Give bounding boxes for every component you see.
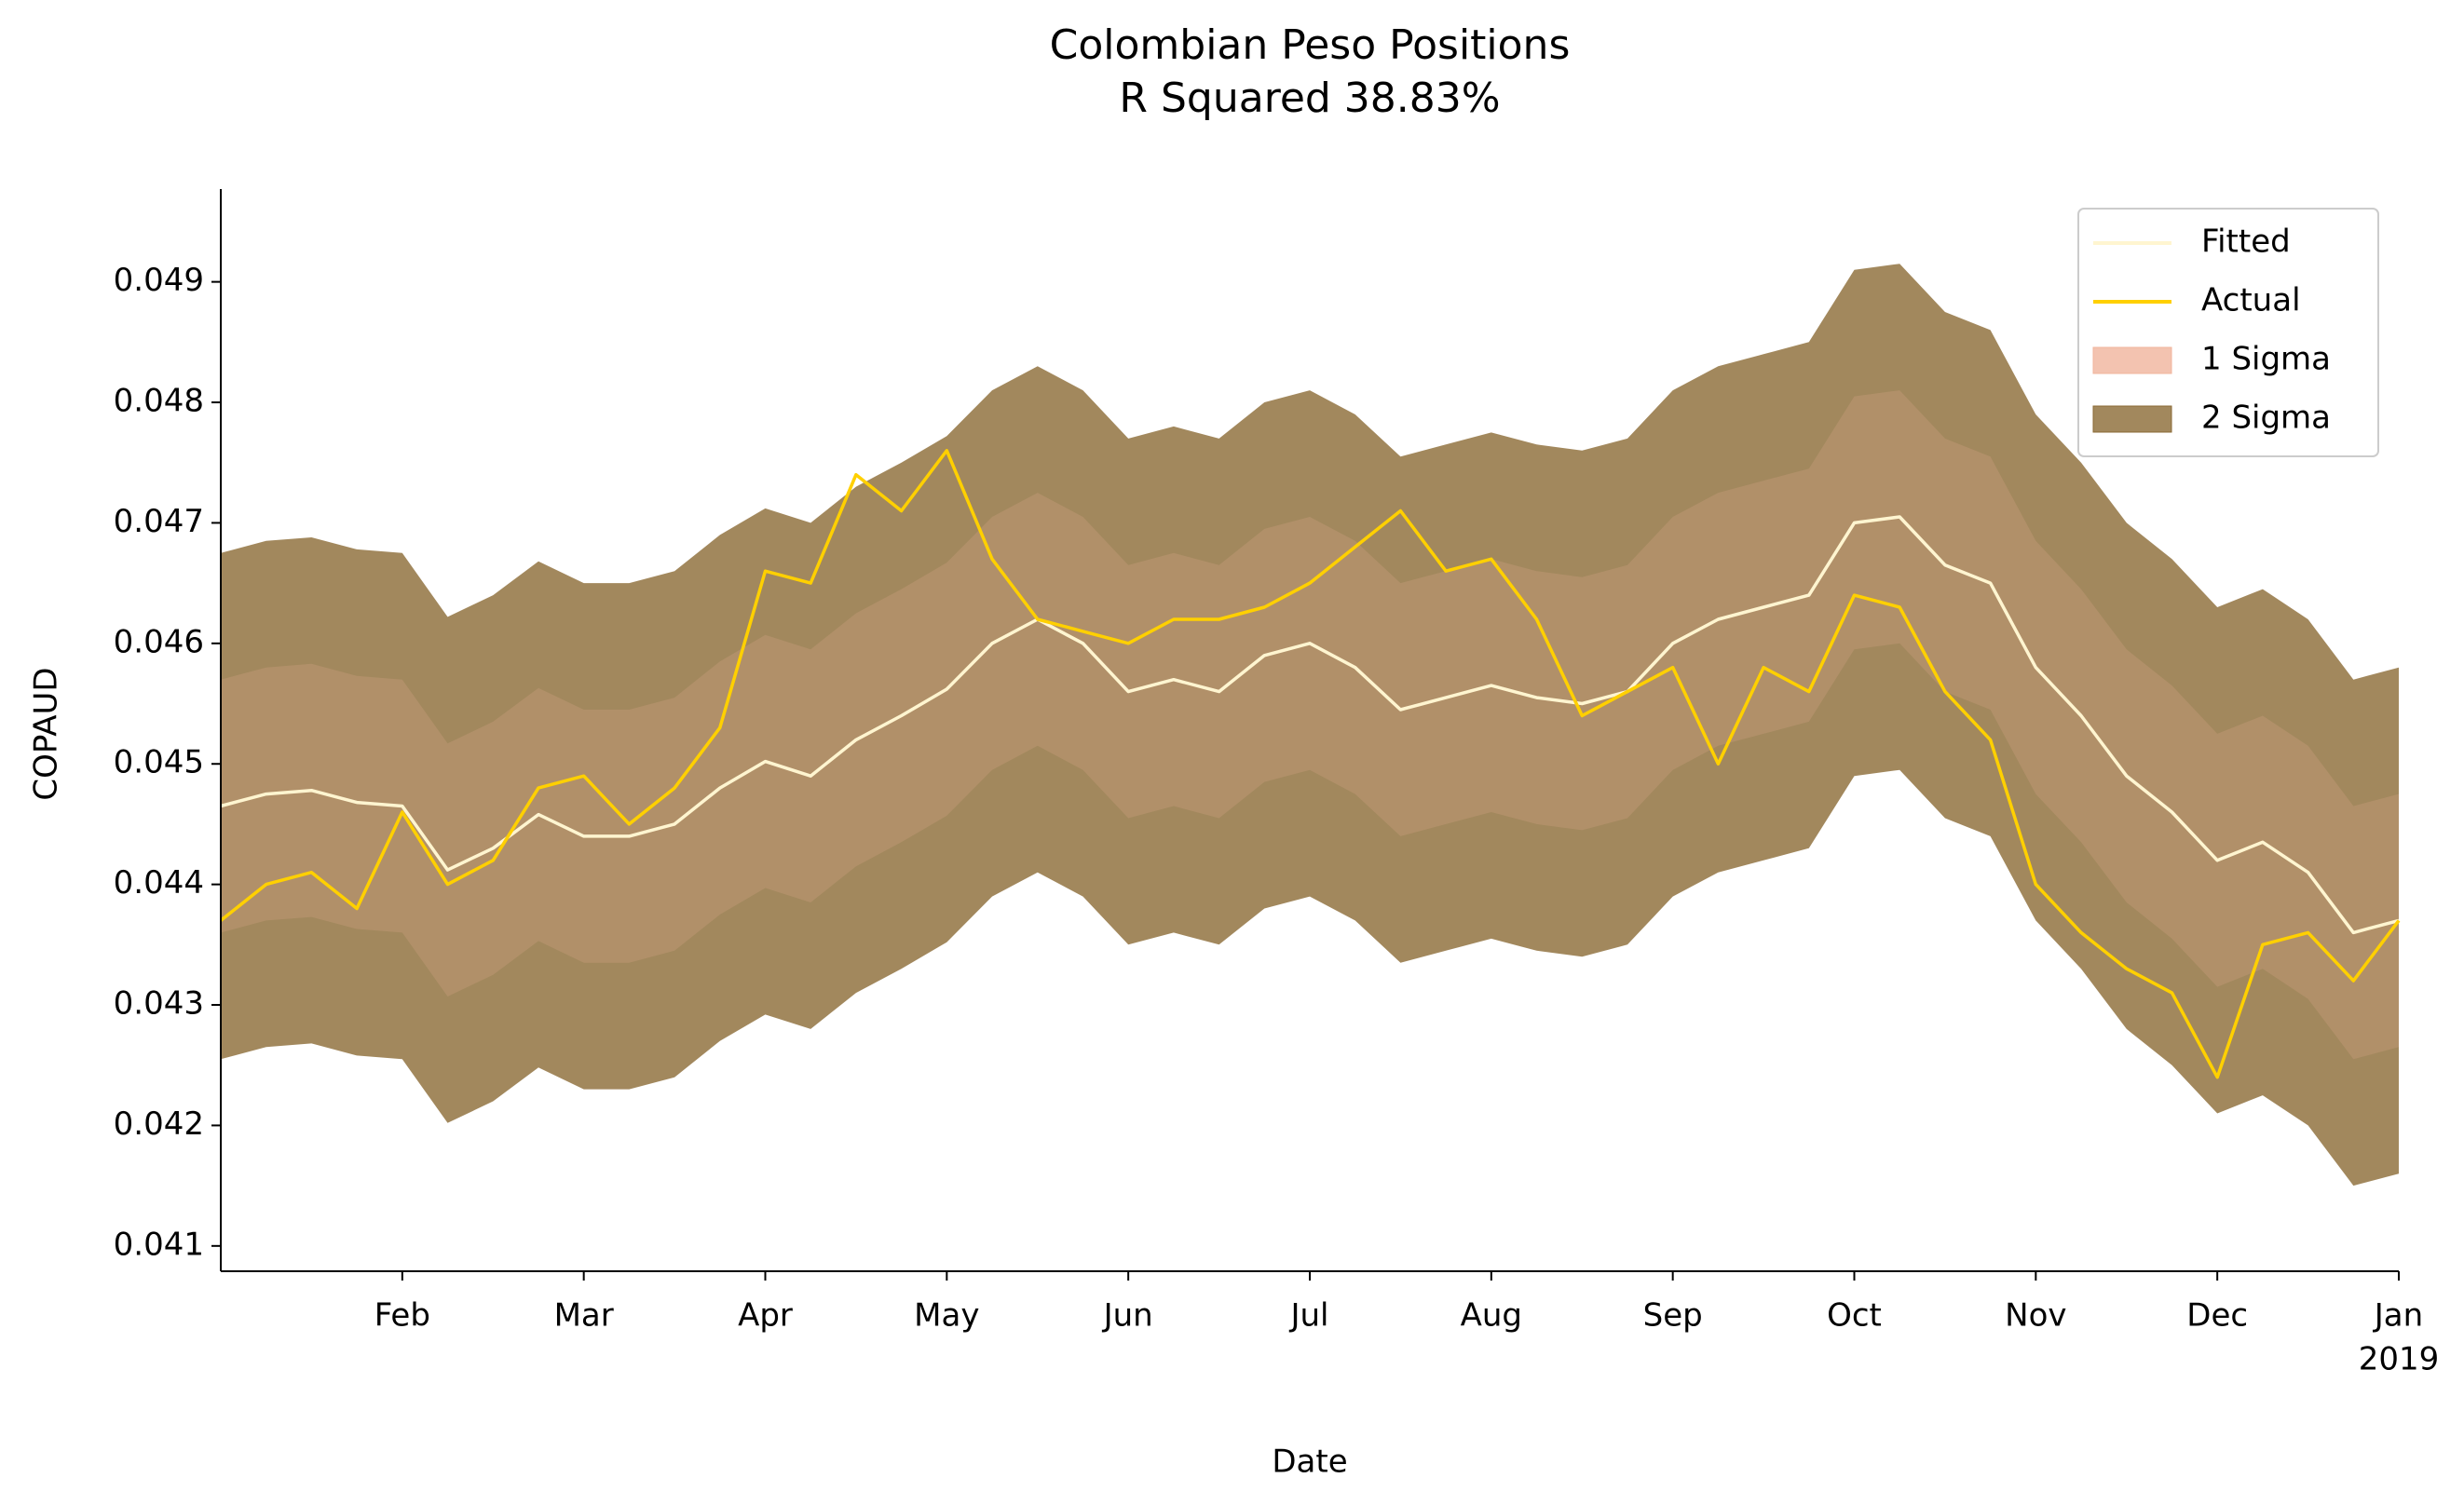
x-tick-label: Jan bbox=[2373, 1297, 2423, 1335]
y-tick-label: 0.044 bbox=[114, 864, 204, 902]
legend-swatch bbox=[2092, 405, 2172, 433]
legend-swatch bbox=[2092, 346, 2172, 374]
sigma-band bbox=[221, 264, 2399, 1186]
x-tick-label: Jun bbox=[1102, 1297, 1153, 1335]
y-tick-label: 0.048 bbox=[114, 383, 204, 420]
legend-label: 1 Sigma bbox=[2201, 341, 2331, 378]
chart-title: Colombian Peso Positions bbox=[1050, 21, 1571, 69]
series-line bbox=[220, 515, 2400, 935]
x-tick-label: May bbox=[914, 1297, 979, 1335]
legend-label: Actual bbox=[2201, 282, 2301, 319]
x-tick-sublabel: 2019 bbox=[2359, 1341, 2440, 1378]
x-tick-label: Sep bbox=[1643, 1297, 1703, 1335]
x-tick-label: Nov bbox=[2005, 1297, 2066, 1335]
y-tick-label: 0.041 bbox=[114, 1226, 204, 1263]
y-tick-label: 0.043 bbox=[114, 985, 204, 1023]
x-tick-label: Dec bbox=[2186, 1297, 2248, 1335]
x-axis-label: Date bbox=[1272, 1444, 1347, 1481]
x-tick-label: Aug bbox=[1461, 1297, 1522, 1335]
legend-label: Fitted bbox=[2201, 224, 2291, 261]
y-tick-label: 0.045 bbox=[114, 744, 204, 781]
x-tick-label: Feb bbox=[374, 1297, 430, 1335]
legend-box bbox=[2077, 208, 2379, 457]
y-axis-label: COPAUD bbox=[28, 667, 65, 800]
x-tick-label: Oct bbox=[1827, 1297, 1882, 1335]
y-tick-label: 0.049 bbox=[114, 262, 204, 299]
y-tick-label: 0.047 bbox=[114, 503, 204, 540]
series-line bbox=[219, 449, 2401, 1079]
legend-label: 2 Sigma bbox=[2201, 400, 2331, 437]
y-tick-label: 0.046 bbox=[114, 623, 204, 660]
y-tick-label: 0.042 bbox=[114, 1105, 204, 1143]
chart-subtitle: R Squared 38.83% bbox=[1119, 75, 1500, 122]
x-tick-label: Jul bbox=[1288, 1297, 1328, 1335]
x-tick-label: Mar bbox=[554, 1297, 614, 1335]
sigma-band bbox=[221, 390, 2399, 1060]
x-tick-label: Apr bbox=[738, 1297, 793, 1335]
